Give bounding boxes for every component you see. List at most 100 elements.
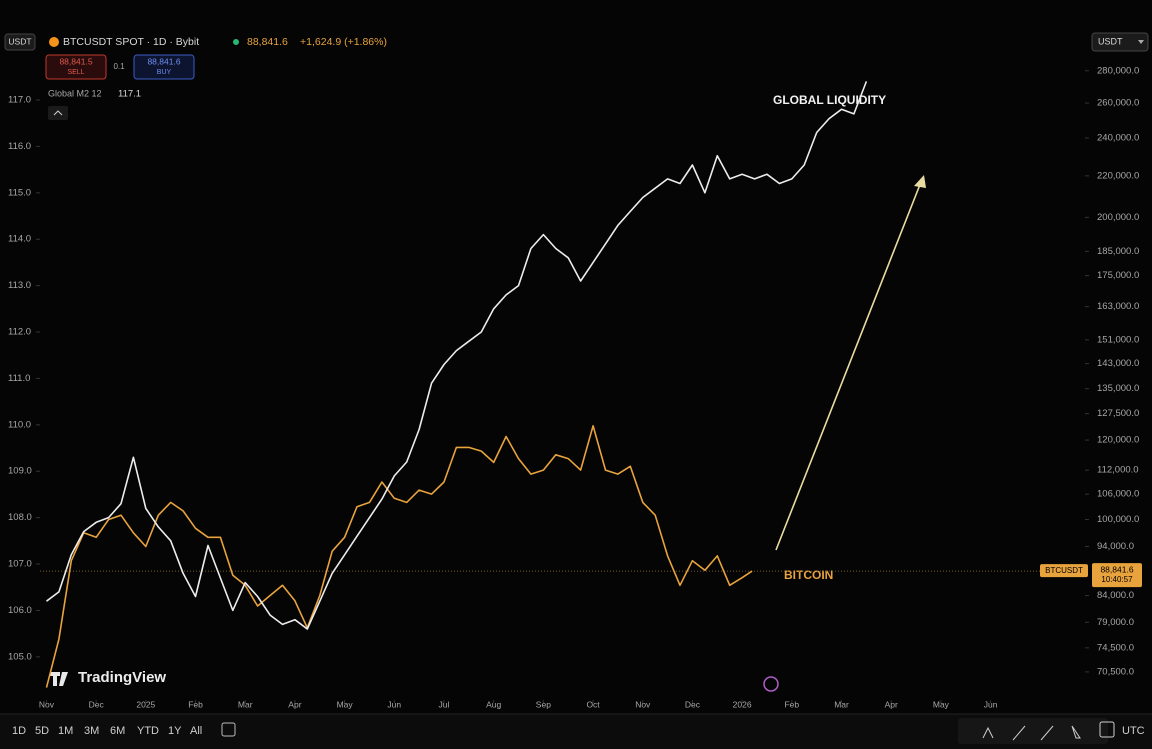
symbol-badge: USDT xyxy=(8,36,31,46)
x-tick-label: Jun xyxy=(387,699,401,709)
event-icon xyxy=(763,676,779,692)
x-tick-label: Nov xyxy=(635,699,651,709)
y-tick-label: 114.0 xyxy=(8,234,31,245)
x-tick-label: Feb xyxy=(784,699,799,709)
range-button[interactable]: 3M xyxy=(84,725,99,737)
spread: 0.1 xyxy=(113,62,125,71)
y-tick-label: 109.0 xyxy=(8,466,32,477)
timezone[interactable]: UTC xyxy=(1122,725,1145,737)
watermark: TradingView xyxy=(78,669,166,686)
range-button[interactable]: YTD xyxy=(137,725,159,737)
indicator-value: 117.1 xyxy=(118,89,141,100)
range-button[interactable]: All xyxy=(190,725,202,737)
arrow xyxy=(775,181,922,551)
x-tick-label: Oct xyxy=(586,699,600,709)
indicator-name: Global M2 12 xyxy=(48,88,102,98)
y2-tick-label: 220,000.0 xyxy=(1097,170,1139,181)
x-tick-label: Aug xyxy=(486,699,501,709)
y2-tick-label: 260,000.0 xyxy=(1097,98,1139,109)
range-button[interactable]: 1M xyxy=(58,725,73,737)
range-button[interactable]: 6M xyxy=(110,725,125,737)
symbol-tag xyxy=(1040,564,1088,578)
currency-select[interactable] xyxy=(1091,32,1149,52)
x-tick-label: 2025 xyxy=(136,699,155,709)
y2-tick-label: 143,000.0 xyxy=(1097,358,1139,369)
x-tick-label: Feb xyxy=(188,699,203,709)
y2-tick-label: 240,000.0 xyxy=(1097,132,1139,143)
y-tick-label: 117.0 xyxy=(8,95,31,106)
price-tag xyxy=(1092,563,1142,588)
buy-button[interactable] xyxy=(133,54,195,80)
collapse-icon xyxy=(53,110,63,116)
y2-tick-label: 185,000.0 xyxy=(1097,246,1139,257)
coin-icon xyxy=(49,37,59,47)
x-tick-label: Nov xyxy=(39,699,55,709)
y-tick-label: 116.0 xyxy=(8,141,31,152)
buy-price: 88,841.6 xyxy=(147,56,180,66)
series-line xyxy=(46,81,868,630)
y-tick-label: 107.0 xyxy=(8,559,32,570)
symbol-title: BTCUSDT SPOT · 1D · Bybit xyxy=(63,36,199,48)
y2-tick-label: 200,000.0 xyxy=(1097,212,1139,223)
range-button[interactable]: 1Y xyxy=(168,725,182,737)
y2-tick-label: 120,000.0 xyxy=(1097,435,1139,446)
y-tick-label: 115.0 xyxy=(8,187,31,198)
price: 88,841.6 xyxy=(247,36,288,48)
x-tick-label: Apr xyxy=(288,699,301,709)
y2-tick-label: 112,000.0 xyxy=(1097,465,1139,476)
y2-tick-label: 70,500.0 xyxy=(1097,666,1134,677)
x-tick-label: Apr xyxy=(885,699,898,709)
x-tick-label: Sep xyxy=(536,699,551,709)
x-tick-label: Jun xyxy=(984,699,998,709)
x-tick-label: Jul xyxy=(439,699,450,709)
y-tick-label: 105.0 xyxy=(8,651,32,662)
change: +1,624.9 (+1.86%) xyxy=(300,36,387,48)
x-tick-label: 2026 xyxy=(733,699,752,709)
annotation: GLOBAL LIQUIDITY xyxy=(773,93,886,107)
currency: USDT xyxy=(1098,36,1123,46)
y-tick-label: 108.0 xyxy=(8,512,32,523)
y2-tick-label: 135,000.0 xyxy=(1097,383,1139,394)
y2-tick-label: 106,000.0 xyxy=(1097,489,1139,500)
price-tag-label: 88,841.6 xyxy=(1100,564,1133,574)
x-tick-label: Dec xyxy=(685,699,701,709)
range-button[interactable]: 1D xyxy=(12,725,26,737)
range-button[interactable]: 5D xyxy=(35,725,49,737)
buy-label: BUY xyxy=(157,69,172,76)
sell-price: 88,841.5 xyxy=(59,56,92,66)
badge xyxy=(4,33,36,51)
plot: 105.0 106.0 107.0 108.0 109.0 110.0 111.0 112.0… xyxy=(8,65,1142,709)
x-tick-label: Dec xyxy=(89,699,105,709)
x-tick-label: May xyxy=(337,699,354,709)
y2-tick-label: 100,000.0 xyxy=(1097,514,1139,525)
symbol-tag-label: BTCUSDT xyxy=(1045,566,1083,575)
sell-button[interactable] xyxy=(45,54,107,80)
y2-tick-label: 74,500.0 xyxy=(1097,642,1134,653)
y-tick-label: 106.0 xyxy=(8,605,32,616)
series-line xyxy=(45,425,753,688)
tool-icon[interactable] xyxy=(1099,721,1115,738)
y-tick-label: 111.0 xyxy=(8,373,30,384)
y2-tick-label: 280,000.0 xyxy=(1097,65,1139,76)
price-tag-time: 10:40:57 xyxy=(1101,575,1133,584)
x-tick-label: Mar xyxy=(238,699,253,709)
y-tick-label: 110.0 xyxy=(8,419,31,430)
calendar-icon[interactable] xyxy=(221,722,236,737)
y2-tick-label: 94,000.0 xyxy=(1097,541,1134,552)
tool-group xyxy=(958,718,1108,744)
y2-tick-label: 175,000.0 xyxy=(1097,270,1139,281)
x-tick-label: Mar xyxy=(834,699,849,709)
logo xyxy=(50,672,68,686)
y2-tick-label: 151,000.0 xyxy=(1097,334,1139,345)
x-tick-label: May xyxy=(933,699,950,709)
y2-tick-label: 84,000.0 xyxy=(1097,590,1134,601)
y2-tick-label: 79,000.0 xyxy=(1097,617,1134,628)
collapse-button[interactable] xyxy=(48,106,68,120)
sell-label: SELL xyxy=(67,69,84,76)
tool-icons[interactable] xyxy=(982,725,1081,741)
annotation: BITCOIN xyxy=(784,568,833,582)
arrow-head xyxy=(914,175,926,188)
y-tick-label: 112.0 xyxy=(8,327,31,338)
